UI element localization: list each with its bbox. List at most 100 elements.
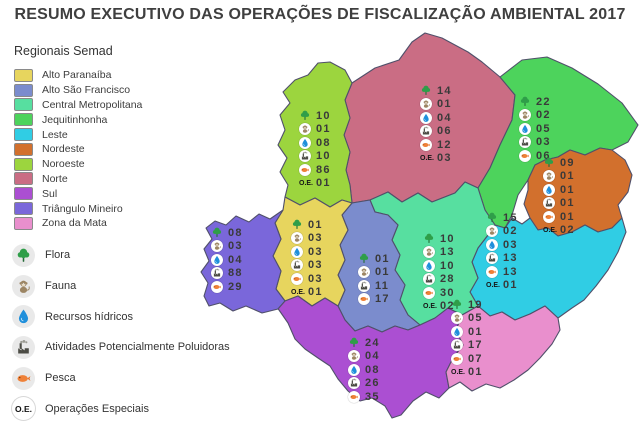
legend-item-jequitinhonha: Jequitinhonha	[14, 112, 142, 127]
stat-row-leste-flora: 15	[486, 211, 518, 225]
legend-item-noroeste: Noroeste	[14, 157, 142, 172]
hidricos-icon	[423, 259, 435, 272]
stat-value-leste-hidricos: 03	[503, 238, 518, 251]
icon-legend-label-pesca: Pesca	[45, 372, 76, 385]
stat-row-alto-paranaiba-pesca: 03	[291, 272, 323, 286]
map-region-zona-da-mata	[445, 305, 561, 392]
pesca-icon	[543, 210, 555, 223]
pesca-icon	[12, 366, 35, 390]
stat-value-noroeste-flora: 10	[316, 109, 331, 122]
icon-legend-label-oe: Operações Especiais	[45, 402, 149, 415]
pesca-icon	[420, 138, 432, 151]
legend-label-noroeste: Noroeste	[42, 158, 85, 171]
stat-row-noroeste-poluidoras: 10	[299, 150, 331, 164]
stat-row-jequitinhonha-flora: 22	[519, 95, 551, 109]
stat-row-norte-oe: O.E. 03	[420, 152, 452, 166]
legend-label-alto-sao-francisco: Alto São Francisco	[42, 84, 131, 97]
icon-legend-item-hidricos: Recursos hídricos	[12, 301, 230, 332]
hidricos-icon	[12, 305, 35, 329]
stat-value-noroeste-oe: 01	[316, 177, 331, 190]
legend-label-sul: Sul	[42, 187, 58, 200]
stat-row-sul-flora: 24	[348, 336, 380, 350]
legend-swatch-nordeste	[14, 142, 33, 156]
stat-value-norte-hidricos: 04	[437, 111, 452, 124]
stat-row-nordeste-fauna: 01	[543, 170, 575, 184]
stats-alto-sao-francisco: 01 01 11 17	[358, 252, 390, 306]
hidricos-icon	[211, 253, 223, 266]
flora-icon	[486, 212, 498, 224]
stat-value-zona-da-mata-oe: 01	[468, 366, 483, 379]
stat-row-jequitinhonha-fauna: 02	[519, 109, 551, 123]
icon-legend-label-fauna: Fauna	[45, 280, 77, 293]
fauna-icon	[211, 240, 223, 253]
stat-row-leste-fauna: 02	[486, 225, 518, 239]
stat-value-central-metropolitana-flora: 10	[440, 232, 455, 245]
stat-row-noroeste-fauna: 01	[299, 123, 331, 137]
stat-row-central-metropolitana-pesca: 30	[423, 286, 455, 300]
flora-icon	[291, 219, 303, 231]
poluidoras-icon	[423, 273, 435, 286]
stat-row-alto-paranaiba-flora: 01	[291, 218, 323, 232]
stat-value-leste-pesca: 13	[503, 265, 518, 278]
legend-label-alto-paranaiba: Alto Paranaíba	[42, 69, 112, 82]
stat-value-central-metropolitana-fauna: 13	[440, 246, 455, 259]
stat-value-jequitinhonha-flora: 22	[536, 95, 551, 108]
stat-row-norte-flora: 14	[420, 84, 452, 98]
legend-item-central-metropolitana: Central Metropolitana	[14, 98, 142, 113]
stat-row-jequitinhonha-hidricos: 05	[519, 122, 551, 136]
stat-value-leste-oe: 01	[503, 279, 518, 292]
stat-row-alto-sao-francisco-flora: 01	[358, 252, 390, 266]
flora-icon	[423, 233, 435, 245]
stat-row-nordeste-oe: O.E. 02	[543, 224, 575, 238]
stat-value-central-metropolitana-pesca: 30	[440, 286, 455, 299]
icon-legend-item-poluidoras: Atividades Potencialmente Poluidoras	[12, 332, 230, 363]
flora-icon	[451, 299, 463, 311]
pesca-icon	[211, 280, 223, 293]
stat-row-triangulo-mineiro-flora: 08	[211, 226, 243, 240]
stat-value-zona-da-mata-poluidoras: 17	[468, 339, 483, 352]
stats-norte: 14 01 04 06 12 O.E. 03	[420, 84, 452, 165]
stat-row-norte-fauna: 01	[420, 98, 452, 112]
hidricos-icon	[291, 245, 303, 258]
stat-row-alto-sao-francisco-pesca: 17	[358, 293, 390, 307]
page-title: RESUMO EXECUTIVO DAS OPERAÇÕES DE FISCAL…	[14, 6, 626, 23]
stat-value-norte-oe: 03	[437, 152, 452, 165]
stat-row-sul-poluidoras: 26	[348, 377, 380, 391]
region-legend-items: Alto Paranaíba Alto São Francisco Central …	[14, 68, 142, 231]
stat-value-nordeste-fauna: 01	[560, 170, 575, 183]
stat-value-alto-sao-francisco-poluidoras: 11	[375, 279, 390, 292]
fauna-icon	[348, 350, 360, 363]
stat-value-alto-paranaiba-poluidoras: 03	[308, 259, 323, 272]
stat-row-alto-paranaiba-oe: O.E. 01	[291, 286, 323, 300]
stat-row-central-metropolitana-oe: O.E. 02	[423, 300, 455, 314]
poluidoras-icon	[519, 136, 531, 149]
fauna-icon	[299, 123, 311, 136]
stat-row-noroeste-flora: 10	[299, 109, 331, 123]
stat-row-nordeste-flora: 09	[543, 156, 575, 170]
poluidoras-icon	[348, 377, 360, 390]
stat-row-norte-pesca: 12	[420, 138, 452, 152]
stats-jequitinhonha: 22 02 05 03 06	[519, 95, 551, 163]
poluidoras-icon	[291, 259, 303, 272]
flora-icon	[348, 337, 360, 349]
stat-row-noroeste-pesca: 86	[299, 163, 331, 177]
stat-row-central-metropolitana-hidricos: 10	[423, 259, 455, 273]
legend-label-nordeste: Nordeste	[42, 143, 85, 156]
stats-sul: 24 04 08 26 35	[348, 336, 380, 404]
pesca-icon	[519, 149, 531, 162]
fauna-icon	[358, 266, 370, 279]
stat-row-norte-hidricos: 04	[420, 111, 452, 125]
stat-value-sul-pesca: 35	[365, 390, 380, 403]
poluidoras-icon	[12, 335, 35, 359]
icon-legend: Flora Fauna Recursos hídricos Atividades Po…	[12, 240, 230, 424]
legend-swatch-leste	[14, 128, 33, 142]
poluidoras-icon	[420, 125, 432, 138]
fauna-icon	[519, 109, 531, 122]
stat-value-leste-poluidoras: 13	[503, 252, 518, 265]
hidricos-icon	[348, 363, 360, 376]
stat-value-leste-fauna: 02	[503, 225, 518, 238]
flora-icon	[519, 96, 531, 108]
stat-row-central-metropolitana-poluidoras: 28	[423, 273, 455, 287]
stat-row-jequitinhonha-pesca: 06	[519, 149, 551, 163]
legend-item-sul: Sul	[14, 186, 142, 201]
